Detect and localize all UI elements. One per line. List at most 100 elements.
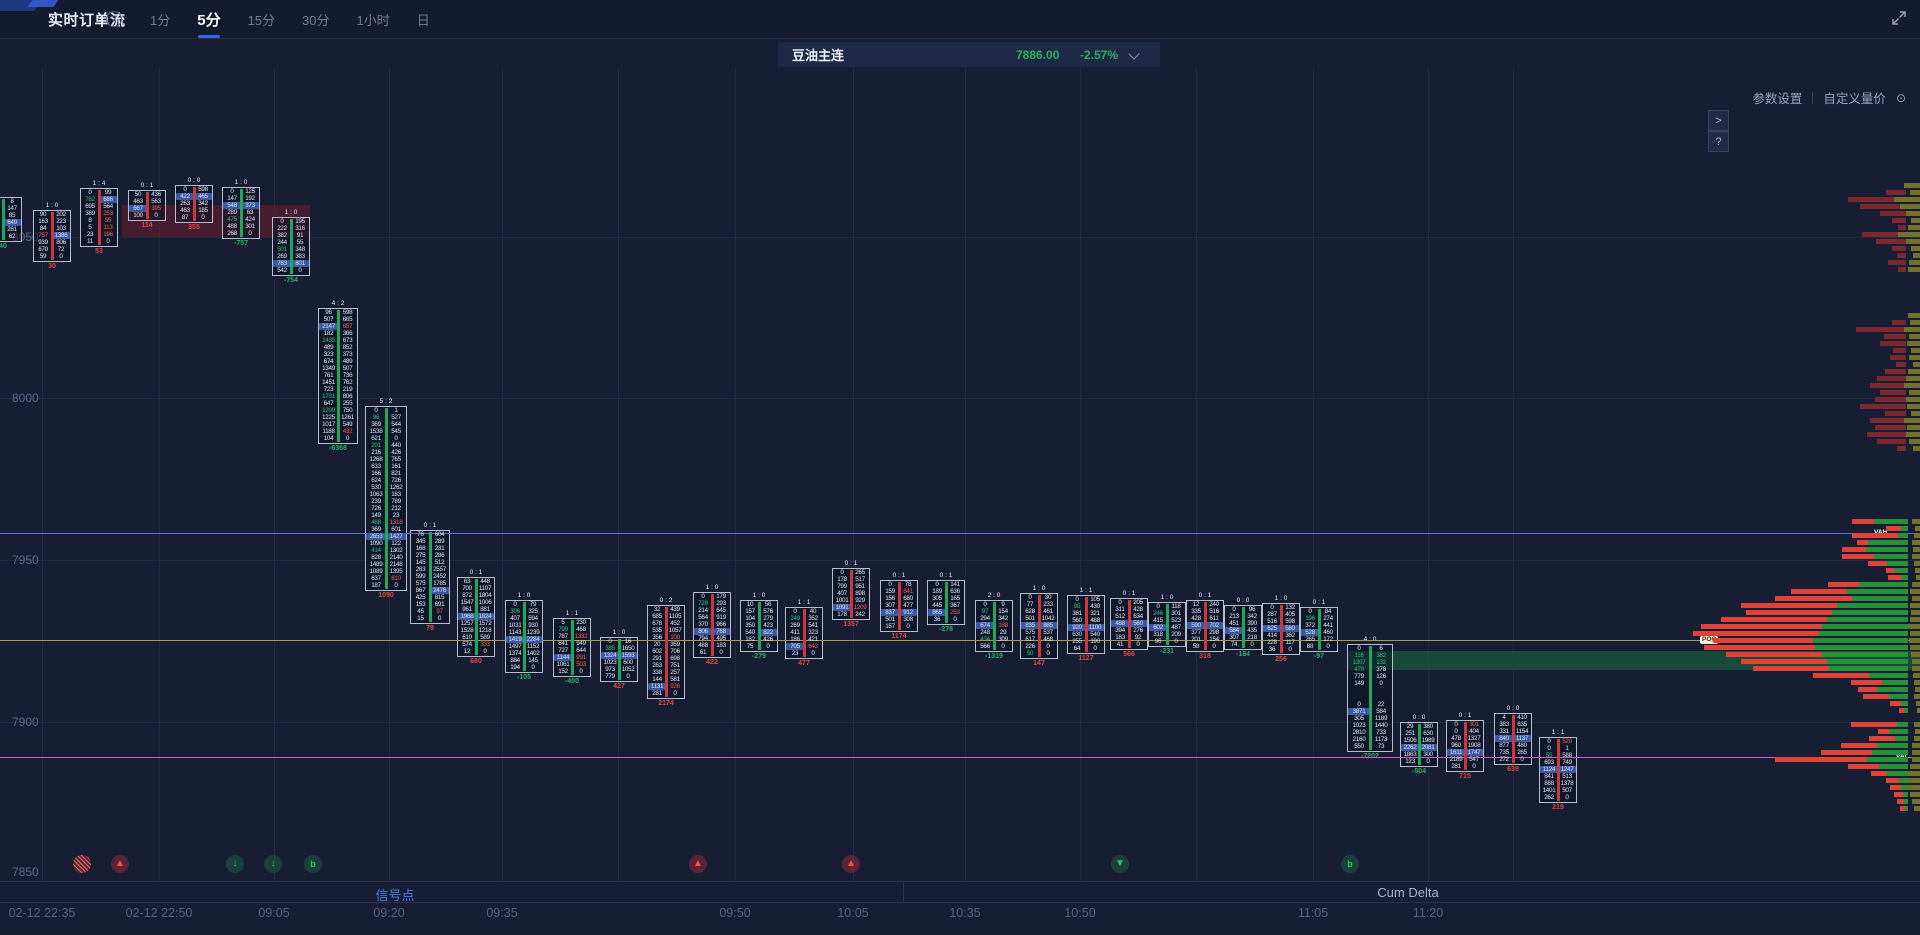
profile-edge-bar xyxy=(1911,652,1920,657)
bid-cell: 840 xyxy=(1495,735,1513,742)
bid-cell: 1451 xyxy=(322,379,335,386)
help-icon[interactable]: ? xyxy=(106,11,122,27)
bid-cell: 530 xyxy=(371,484,381,491)
signal-up-marker[interactable]: ▲ xyxy=(689,855,707,873)
candle-delta: 53 xyxy=(95,248,103,255)
candle-row: 104 279 xyxy=(741,615,777,622)
profile-buy-bar xyxy=(1901,701,1908,706)
bid-cell: 291 xyxy=(652,655,662,662)
footprint-candle: 0 16 385 1650 1324 1593 1023 600 973 1052 779 0 xyxy=(600,637,638,682)
ask-cell: 1006 xyxy=(478,599,492,606)
signal-up-marker[interactable]: ▲ xyxy=(842,855,860,873)
candle-row: 1023 1440 xyxy=(1348,722,1392,729)
ask-cell: 223 xyxy=(56,218,66,225)
bid-cell: 12 xyxy=(463,648,471,655)
signal-b-marker[interactable]: b xyxy=(1341,855,1359,873)
candle-delta: 30 xyxy=(48,263,56,270)
ask-cell: 161 xyxy=(391,463,401,470)
ask-cell: 598 xyxy=(198,186,208,193)
signal-down-marker[interactable]: ↓ xyxy=(264,855,282,873)
bid-cell: 1547 xyxy=(460,599,474,606)
signal-downfill-marker[interactable]: ▼ xyxy=(1111,855,1129,873)
ask-cell: 2081 xyxy=(1419,744,1437,751)
candle-row: 475 424 xyxy=(223,216,259,223)
tab-1分[interactable]: 1分 xyxy=(150,12,171,28)
ask-cell: 78 xyxy=(904,581,912,588)
candle-row: 281 0 xyxy=(1447,763,1483,770)
candle-row: 385 1650 xyxy=(601,645,637,652)
bid-cell: 865 xyxy=(928,609,946,616)
profile-sell-bar xyxy=(1890,701,1901,706)
candle-row: 1863 300 xyxy=(1401,751,1437,758)
signal-hatch-marker[interactable] xyxy=(73,855,91,873)
vah-label: VAH xyxy=(1874,529,1887,536)
ask-cell: 301 xyxy=(1171,610,1181,617)
profile-sell-bar xyxy=(1857,540,1868,545)
ask-cell: 537 xyxy=(1043,629,1053,636)
candle-row: 1489 2148 xyxy=(366,561,406,568)
tab-1小时[interactable]: 1小时 xyxy=(356,12,390,28)
candle-row: 1528 1218 xyxy=(458,627,494,634)
tab-5分[interactable]: 5分 xyxy=(197,9,221,38)
profile-sell-bar xyxy=(1841,743,1877,748)
fullscreen-icon[interactable] xyxy=(1890,9,1908,27)
bid-cell: 637 xyxy=(371,575,381,582)
bid-cell: 194 xyxy=(510,664,520,671)
candle-row: 670 72 xyxy=(34,246,70,253)
bid-cell: 0 xyxy=(1118,599,1122,606)
candle-row: 36 0 xyxy=(928,616,964,623)
bid-cell: 726 xyxy=(371,505,381,512)
profile-edge-bar xyxy=(1910,792,1920,797)
profile-sell-bar xyxy=(1704,645,1815,650)
bid-cell: 463 xyxy=(180,207,190,214)
signal-up-marker[interactable]: ▲ xyxy=(111,855,129,873)
ask-cell: 576 xyxy=(763,608,773,615)
bid-cell: 182 xyxy=(323,330,334,337)
bid-cell: 422 xyxy=(176,193,194,200)
candle-row: 501 308 xyxy=(881,616,917,623)
bid-cell: 1257 xyxy=(460,620,474,627)
circle-dot-icon[interactable]: ⊙ xyxy=(1895,90,1906,105)
ask-cell: 219 xyxy=(342,386,353,393)
param-settings-button[interactable]: 参数设置 xyxy=(1752,92,1803,106)
profile-edge-bar xyxy=(1911,411,1920,416)
ask-cell: 205 xyxy=(1133,599,1143,606)
panel-collapse-button[interactable]: > xyxy=(1708,110,1729,131)
profile-edge-bar xyxy=(1908,225,1920,230)
candle-row: 1023 600 xyxy=(601,659,637,666)
candle-delta: -279 xyxy=(751,653,767,660)
signal-b-marker[interactable]: b xyxy=(304,855,322,873)
symbol-selector[interactable]: 豆油主连 7886.00 -2.57% xyxy=(778,42,1160,67)
candle-row: 463 563 xyxy=(129,198,165,205)
tab-15分[interactable]: 15分 xyxy=(247,12,276,28)
candle-row: 305 165 xyxy=(928,595,964,602)
candle-row: 29 380 xyxy=(1401,723,1437,730)
candle-row: 415 523 xyxy=(1149,617,1185,624)
bid-cell: 147 xyxy=(227,195,237,202)
bid-cell: 1419 xyxy=(506,636,524,643)
candle-row: 244 55 xyxy=(273,239,309,246)
candle-row: 787 1332 xyxy=(554,633,590,640)
ask-cell: 0 xyxy=(1001,643,1005,650)
profile-sell-bar xyxy=(1878,729,1889,734)
profile-sell-bar xyxy=(1860,204,1906,209)
bid-cell: 356 xyxy=(652,634,662,641)
candle-row: 528 460 xyxy=(1301,629,1337,636)
signal-down-marker[interactable]: ↓ xyxy=(226,855,244,873)
footprint-candle: 0 40 249 352 269 541 411 323 186 421 705 643 23 0 xyxy=(785,607,823,659)
ask-cell: 1107 xyxy=(478,585,492,592)
ask-cell: 298 xyxy=(1209,629,1219,636)
custom-volume-price-button[interactable]: 自定义量价 xyxy=(1823,92,1886,106)
ask-cell: 2476 xyxy=(430,587,449,594)
profile-edge-bar xyxy=(1904,183,1920,188)
bid-cell: 305 xyxy=(932,595,942,602)
tab-30分[interactable]: 30分 xyxy=(302,12,330,28)
bid-cell: 5 xyxy=(88,224,92,231)
ask-cell: 382 xyxy=(1376,652,1386,659)
ask-cell: 132 xyxy=(1285,604,1295,611)
tab-日[interactable]: 日 xyxy=(416,12,430,28)
profile-edge-bar xyxy=(1913,446,1920,451)
panel-help-button[interactable]: ? xyxy=(1708,131,1729,152)
bid-cell: 269 xyxy=(790,622,800,629)
candle-row: 1497 1152 xyxy=(506,643,542,650)
